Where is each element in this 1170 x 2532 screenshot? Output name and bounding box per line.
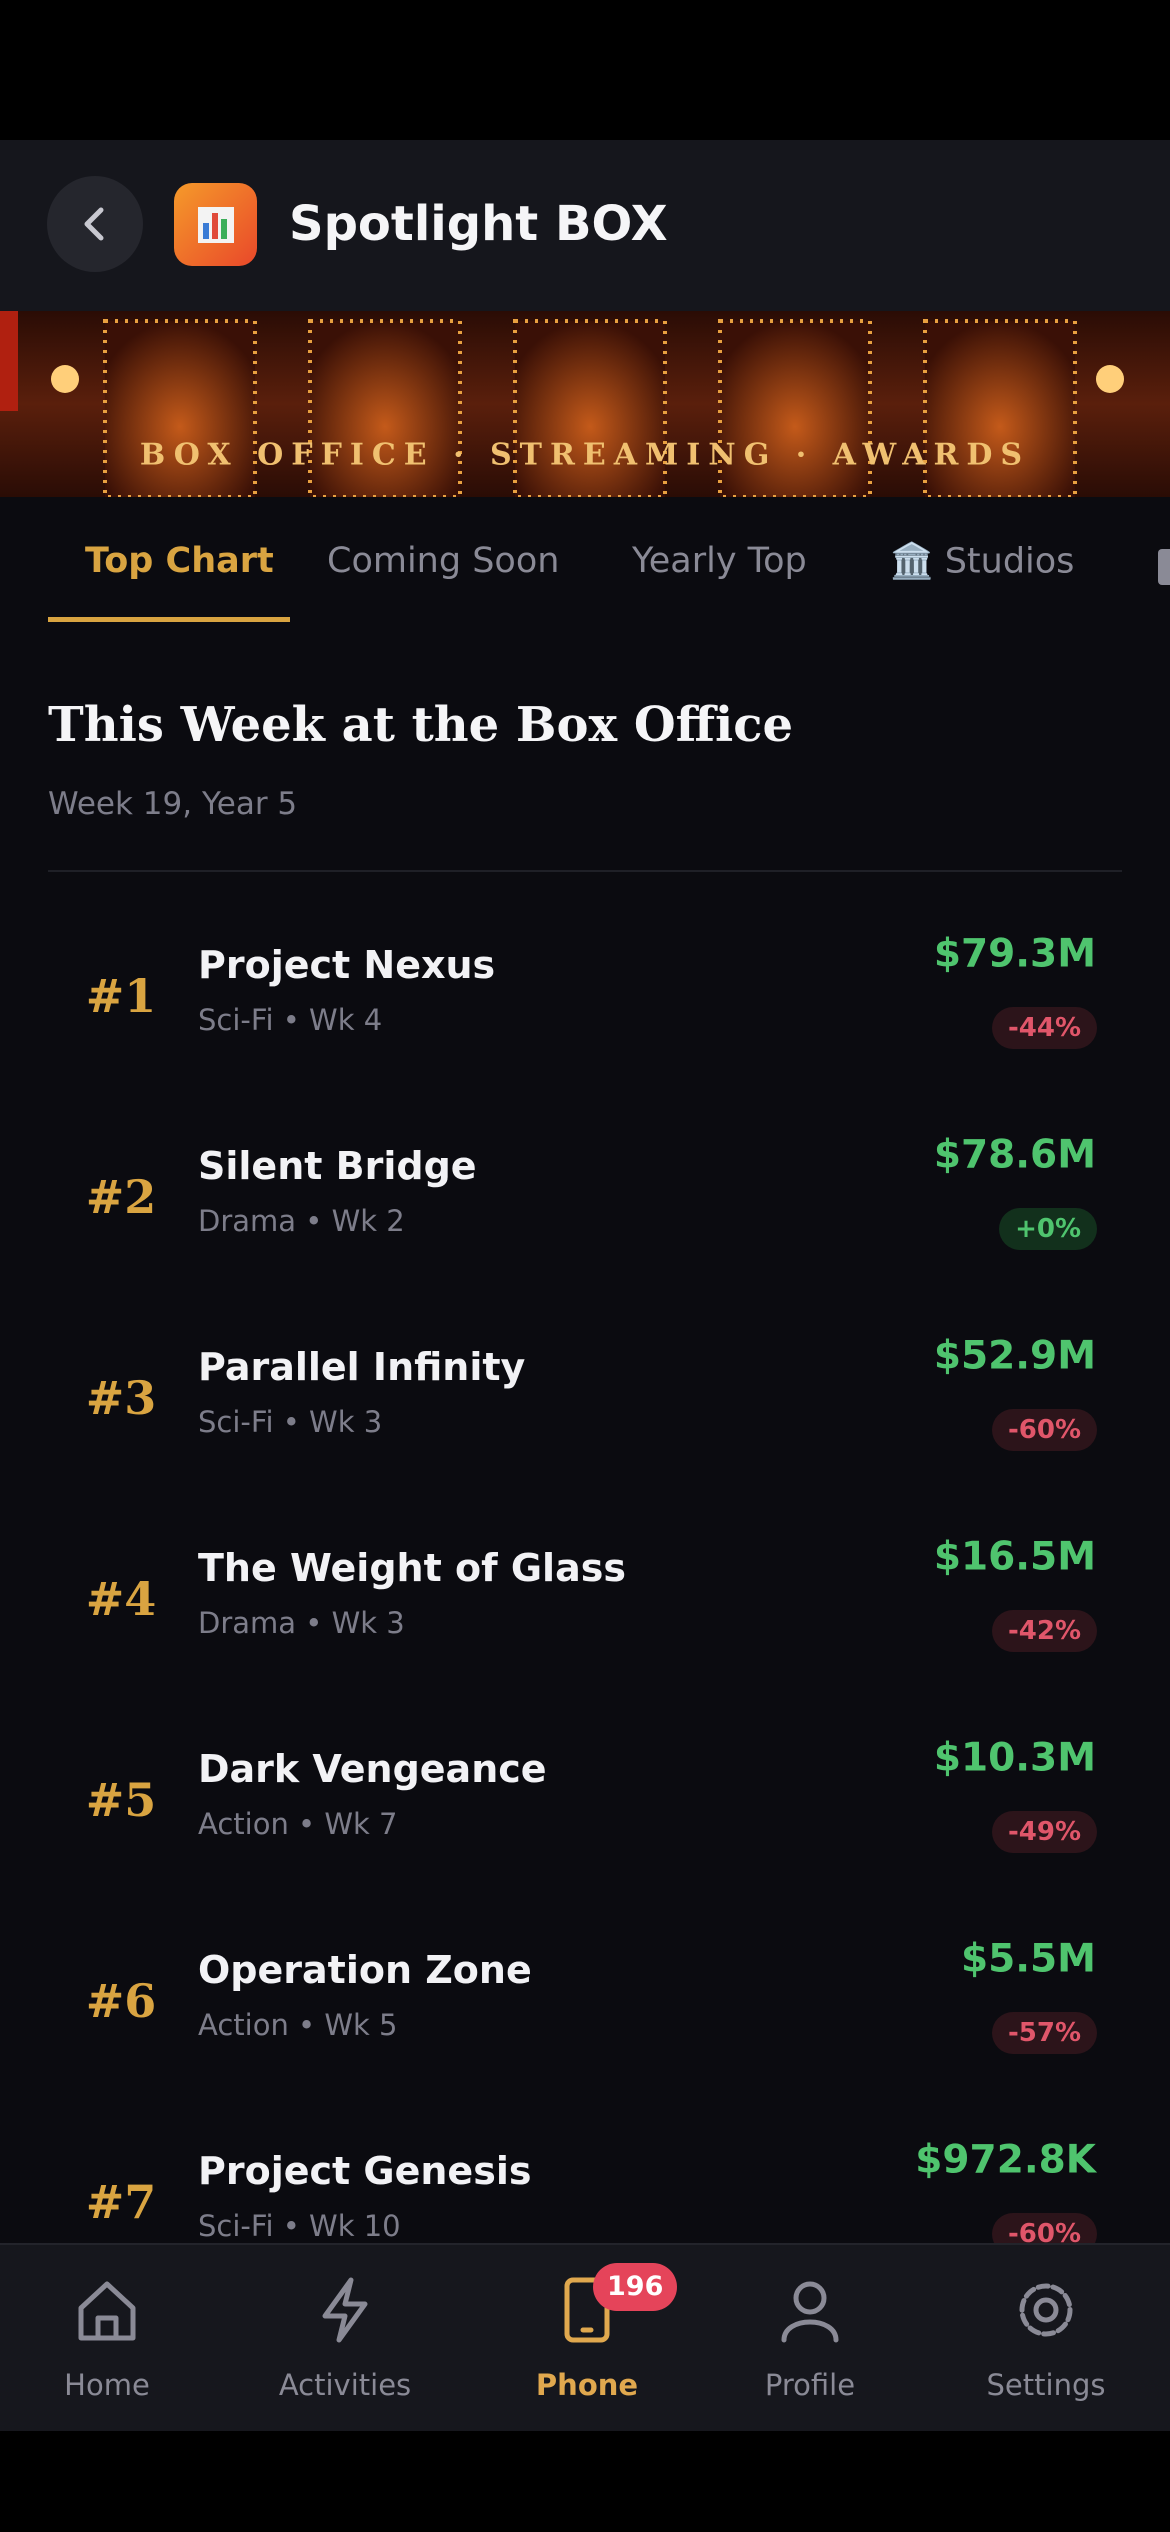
nav-icon-graphic [564,2277,610,2343]
tab-bar: Top Chart Coming Soon Yearly Top 🏛️ Studios [0,497,1170,628]
tab[interactable]: Top Chart [85,541,274,581]
nav-item[interactable]: Home [17,2245,197,2431]
gross: $10.3M [933,1735,1096,1781]
notification-badge: 196 [593,2263,678,2311]
back-button[interactable] [47,176,143,272]
banner: BOX OFFICE · STREAMING · AWARDS [0,311,1170,499]
rank: #6 [85,1974,157,2028]
movie-meta: Drama • Wk 2 [198,1204,405,1238]
movie-meta: Drama • Wk 3 [198,1606,405,1640]
bottom-nav: Home Activities Phone 196 Profile Settings [0,2243,1170,2431]
nav-label: Home [64,2368,150,2402]
nav-icon [770,2270,850,2350]
gross: $79.3M [933,931,1096,977]
app-icon [174,183,257,266]
nav-icon-graphic [781,2281,839,2343]
chart-row[interactable]: #6 Operation Zone Action • Wk 5 $5.5M -57% [0,1905,1170,2106]
banner-art [0,311,1124,497]
change-badge: -60% [991,2213,1097,2243]
tab[interactable]: Yearly Top [632,541,807,581]
change-badge: -42% [991,1610,1097,1652]
movie-title: Parallel Infinity [198,1345,526,1389]
rank: #4 [85,1572,157,1626]
gross: $16.5M [933,1534,1096,1580]
chart-row[interactable]: #3 Parallel Infinity Sci-Fi • Wk 3 $52.9M -6… [0,1302,1170,1503]
tab-indicator [48,617,290,622]
back-icon [84,207,104,241]
movie-title: Silent Bridge [198,1144,477,1188]
app-title: Spotlight BOX [289,196,668,252]
rank: #2 [85,1170,157,1224]
change-badge: +0% [999,1208,1097,1250]
movie-title: Operation Zone [198,1948,532,1992]
app-header: Spotlight BOX [0,140,1170,311]
chart-list: This Week at the Box Office Week 19, Yea… [0,626,1170,2243]
section-title: This Week at the Box Office [48,697,794,753]
movie-title: Project Genesis [198,2149,532,2193]
gross: $5.5M [960,1936,1096,1982]
movie-meta: Sci-Fi • Wk 4 [198,1003,383,1037]
nav-icon [547,2270,627,2350]
divider [48,870,1122,872]
rank: #5 [85,1773,157,1827]
chart-row[interactable]: #2 Silent Bridge Drama • Wk 2 $78.6M +0% [0,1101,1170,1302]
tab-overflow-icon [1158,549,1170,585]
nav-icon-graphic [1019,2283,1073,2337]
tab[interactable]: 🏛️ Studios [890,541,1075,582]
change-badge: -60% [991,1409,1097,1451]
nav-item[interactable]: Phone 196 [497,2245,678,2431]
nav-label: Settings [986,2368,1106,2402]
nav-icon [67,2270,147,2350]
chart-row[interactable]: #5 Dark Vengeance Action • Wk 7 $10.3M -49% [0,1704,1170,1905]
rank: #7 [85,2175,157,2229]
chart-row[interactable]: #4 The Weight of Glass Drama • Wk 3 $16.5M -… [0,1503,1170,1704]
banner-text: BOX OFFICE · STREAMING · AWARDS [139,437,1031,473]
nav-item[interactable]: Settings [956,2245,1136,2431]
movie-title: The Weight of Glass [198,1546,626,1590]
change-badge: -49% [991,1811,1097,1853]
rank: #3 [85,1371,157,1425]
gross: $52.9M [933,1333,1096,1379]
nav-icon-graphic [322,2277,368,2343]
nav-label: Profile [764,2368,856,2402]
movie-meta: Action • Wk 5 [198,2008,398,2042]
nav-label: Phone [535,2368,639,2402]
nav-item[interactable]: Profile [720,2245,900,2431]
rank: #1 [85,969,157,1023]
movie-meta: Action • Wk 7 [198,1807,398,1841]
change-badge: -44% [991,1007,1097,1049]
movie-meta: Sci-Fi • Wk 10 [198,2209,401,2243]
section-subtitle: Week 19, Year 5 [48,786,298,822]
movie-meta: Sci-Fi • Wk 3 [198,1405,383,1439]
nav-icon [305,2270,385,2350]
tab[interactable]: Coming Soon [327,541,560,581]
nav-icon [1006,2270,1086,2350]
chart-row[interactable]: #1 Project Nexus Sci-Fi • Wk 4 $79.3M -44% [0,900,1170,1101]
nav-icon-graphic [78,2281,136,2341]
gross: $972.8K [915,2137,1096,2183]
app-icon-graphic [198,207,234,243]
nav-label: Activities [278,2368,412,2402]
nav-item[interactable]: Activities [255,2245,435,2431]
change-badge: -57% [991,2012,1097,2054]
gross: $78.6M [933,1132,1096,1178]
movie-title: Project Nexus [198,943,496,987]
chart-row[interactable]: #7 Project Genesis Sci-Fi • Wk 10 $972.8K -6… [0,2106,1170,2243]
movie-title: Dark Vengeance [198,1747,547,1791]
